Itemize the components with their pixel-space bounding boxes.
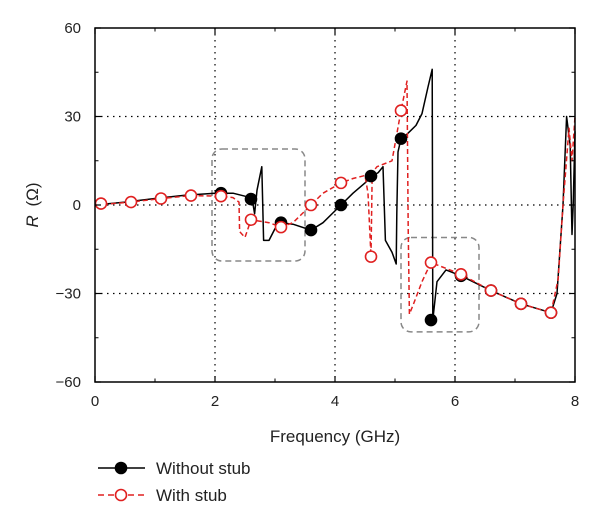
axis-ticks: 0 2 4 6 8 −60 −30 0 30 60 xyxy=(56,20,580,410)
data-point-series-2 xyxy=(454,268,468,281)
y-tick-label: −30 xyxy=(56,286,81,303)
y-axis-symbol: R xyxy=(23,215,42,227)
legend-label-series-2: With stub xyxy=(156,486,227,505)
x-tick-label: 6 xyxy=(451,393,459,410)
x-tick-label: 2 xyxy=(211,393,219,410)
legend-marker-series-2 xyxy=(114,488,128,502)
data-point-series-2 xyxy=(244,213,258,227)
data-point-series-2 xyxy=(274,220,288,234)
data-point-series-1 xyxy=(304,223,318,237)
x-axis-label: Frequency (GHz) xyxy=(270,427,400,446)
data-point-series-2 xyxy=(394,104,408,117)
x-tick-label: 0 xyxy=(91,393,99,410)
data-point-series-1 xyxy=(424,313,438,327)
data-point-series-2 xyxy=(154,192,168,205)
data-point-series-2 xyxy=(94,197,108,210)
y-axis-label: R (Ω) xyxy=(23,182,42,227)
y-tick-label: −60 xyxy=(56,374,81,391)
annotation-boxes xyxy=(211,148,480,333)
x-tick-label: 8 xyxy=(571,393,579,410)
legend-marker-series-1 xyxy=(114,461,128,475)
series-line-2 xyxy=(94,80,576,315)
y-tick-label: 0 xyxy=(73,197,81,214)
highlight-box xyxy=(400,236,480,333)
data-point-series-2 xyxy=(484,284,498,297)
x-tick-label: 4 xyxy=(331,393,339,410)
data-point-series-2 xyxy=(424,256,438,269)
data-point-series-2 xyxy=(214,189,228,203)
data-point-series-1 xyxy=(244,192,258,206)
legend: Without stub With stub xyxy=(98,459,251,505)
data-point-series-2 xyxy=(514,297,528,311)
data-point-series-1 xyxy=(364,169,378,183)
data-point-series-1 xyxy=(334,198,348,212)
data-point-series-2 xyxy=(124,195,138,209)
data-point-series-2 xyxy=(304,198,318,212)
data-point-series-2 xyxy=(184,189,198,202)
data-point-series-2 xyxy=(334,176,348,190)
data-point-series-2 xyxy=(364,250,378,263)
series-markers xyxy=(94,104,558,327)
data-point-series-2 xyxy=(544,306,558,319)
y-tick-label: 60 xyxy=(64,20,81,37)
y-axis-unit: (Ω) xyxy=(23,182,42,206)
legend-label-series-1: Without stub xyxy=(156,459,251,478)
y-tick-label: 30 xyxy=(64,109,81,126)
data-point-series-1 xyxy=(394,132,408,145)
